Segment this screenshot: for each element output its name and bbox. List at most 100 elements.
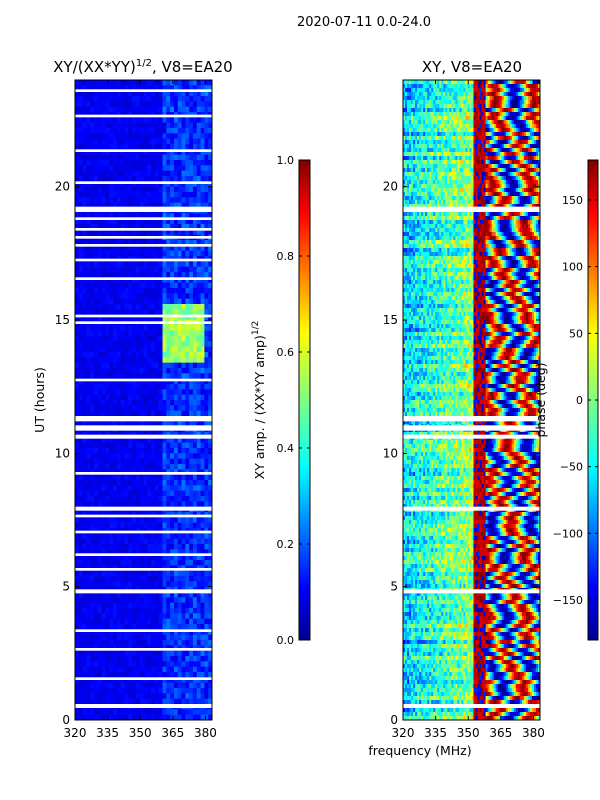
heatmap-cell	[162, 224, 167, 230]
heatmap-cell	[181, 384, 186, 390]
heatmap-cell	[132, 229, 137, 236]
heatmap-cell	[493, 80, 497, 85]
heatmap-cell	[471, 96, 474, 101]
heatmap-cell	[177, 538, 182, 545]
heatmap-cell	[491, 100, 495, 105]
heatmap-cell	[94, 480, 99, 486]
heatmap-cell	[143, 394, 148, 401]
heatmap-cell	[105, 597, 110, 604]
heatmap-cell	[86, 314, 91, 321]
heatmap-cell	[78, 378, 84, 385]
heatmap-cell	[78, 304, 84, 310]
heatmap-cell	[158, 218, 163, 225]
heatmap-cell	[151, 650, 156, 657]
heatmap-cell	[101, 240, 106, 246]
heatmap-cell	[128, 453, 133, 460]
heatmap-cell	[105, 144, 110, 150]
heatmap-cell	[166, 410, 171, 417]
heatmap-cell	[101, 458, 106, 465]
heatmap-cell	[204, 341, 209, 348]
heatmap-cell	[105, 192, 110, 198]
heatmap-cell	[196, 410, 201, 417]
heatmap-cell	[200, 448, 205, 454]
heatmap-cell	[147, 480, 152, 486]
heatmap-cell	[189, 581, 194, 588]
heatmap-cell	[105, 517, 110, 524]
heatmap-cell	[101, 666, 106, 673]
heatmap-cell	[82, 250, 87, 257]
heatmap-cell	[166, 309, 171, 316]
heatmap-cell	[105, 101, 110, 108]
heatmap-cell	[86, 138, 91, 145]
heatmap-cell	[105, 389, 110, 396]
heatmap-cell	[411, 104, 414, 109]
heatmap-cell	[177, 357, 182, 364]
heatmap-cell	[403, 84, 406, 89]
heatmap-cell	[170, 453, 175, 460]
heatmap-cell	[139, 229, 144, 236]
data-gap	[75, 568, 212, 571]
heatmap-cell	[124, 309, 129, 316]
heatmap-cell	[132, 90, 137, 97]
heatmap-cell	[166, 618, 171, 625]
heatmap-cell	[94, 560, 99, 566]
heatmap-cell	[487, 80, 491, 85]
heatmap-cell	[128, 544, 133, 550]
heatmap-cell	[177, 293, 182, 300]
heatmap-cell	[196, 202, 201, 209]
heatmap-cell	[113, 90, 118, 97]
heatmap-cell	[154, 314, 160, 321]
heatmap-cell	[109, 362, 114, 369]
heatmap-cell	[86, 554, 91, 561]
heatmap-cell	[196, 714, 201, 721]
heatmap-cell	[143, 581, 148, 588]
heatmap-cell	[170, 165, 175, 172]
heatmap-cell	[109, 181, 114, 188]
heatmap-cell	[162, 133, 167, 140]
heatmap-cell	[135, 106, 141, 113]
heatmap-cell	[139, 544, 144, 550]
heatmap-cell	[443, 80, 446, 85]
heatmap-cell	[173, 352, 179, 358]
heatmap-cell	[86, 602, 91, 609]
heatmap-cell	[177, 304, 182, 310]
heatmap-cell	[417, 96, 420, 101]
heatmap-cell	[162, 336, 167, 342]
heatmap-cell	[94, 261, 99, 268]
heatmap-cell	[124, 448, 129, 454]
heatmap-cell	[97, 714, 103, 721]
heatmap-cell	[177, 352, 182, 358]
heatmap-cell	[170, 160, 175, 166]
heatmap-cell	[116, 682, 122, 689]
heatmap-cell	[128, 378, 133, 385]
heatmap-cell	[177, 490, 182, 497]
heatmap-cell	[173, 298, 179, 305]
heatmap-cell	[105, 437, 110, 444]
heatmap-cell	[204, 496, 209, 502]
heatmap-cell	[453, 88, 456, 93]
heatmap-cell	[162, 304, 167, 310]
heatmap-cell	[192, 218, 198, 225]
heatmap-cell	[132, 202, 137, 209]
heatmap-cell	[196, 554, 201, 561]
heatmap-cell	[192, 192, 198, 198]
heatmap-cell	[113, 378, 118, 385]
heatmap-cell	[82, 181, 87, 188]
heatmap-cell	[447, 92, 450, 97]
heatmap-cell	[170, 336, 175, 342]
heatmap-cell	[177, 202, 182, 209]
heatmap-cell	[208, 698, 213, 705]
heatmap-cell	[173, 677, 179, 684]
heatmap-cell	[128, 405, 133, 412]
data-gap	[75, 89, 212, 92]
heatmap-cell	[124, 560, 129, 566]
heatmap-cell	[143, 549, 148, 556]
heatmap-cell	[143, 624, 148, 630]
heatmap-cell	[185, 314, 190, 321]
heatmap-cell	[173, 624, 179, 630]
heatmap-cell	[413, 92, 416, 97]
heatmap-cell	[101, 213, 106, 220]
heatmap-cell	[116, 709, 122, 716]
heatmap-cell	[94, 378, 99, 385]
heatmap-cell	[128, 165, 133, 172]
